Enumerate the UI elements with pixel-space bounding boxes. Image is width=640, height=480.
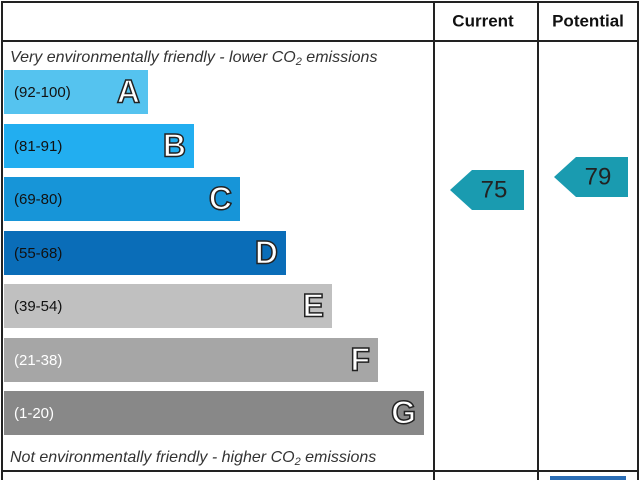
band-range: (81-91) — [14, 138, 62, 155]
current-header: Current — [452, 11, 514, 30]
band-bar — [4, 70, 148, 114]
band-bar — [4, 231, 286, 275]
band-bar — [4, 338, 378, 382]
band-bar — [4, 124, 194, 168]
band-range: (21-38) — [14, 352, 62, 369]
arrow — [450, 170, 524, 210]
band-bar — [4, 177, 240, 221]
band-letter: D — [255, 234, 278, 270]
potential-header: Potential — [552, 11, 624, 30]
current-arrow: 75 — [450, 170, 524, 210]
arrow — [554, 157, 628, 197]
potential-arrow: 79 — [554, 157, 628, 197]
bottom-note: Not environmentally friendly - higher CO… — [10, 449, 376, 468]
band-bar — [4, 284, 332, 328]
band-range: (39-54) — [14, 298, 62, 315]
band-letter: A — [117, 73, 140, 109]
band-range: (69-80) — [14, 191, 62, 208]
potential-value: 79 — [585, 163, 612, 190]
current-value: 75 — [481, 176, 508, 203]
footer-block — [550, 476, 626, 480]
band-letter: F — [350, 341, 370, 377]
band-letter: C — [209, 180, 232, 216]
band-letter: B — [163, 127, 186, 163]
band-bar — [4, 391, 424, 435]
band-letter: G — [391, 394, 416, 430]
band-range: (92-100) — [14, 84, 71, 101]
band-range: (55-68) — [14, 245, 62, 262]
top-note: Very environmentally friendly - lower CO… — [10, 49, 377, 68]
band-letter: E — [303, 287, 324, 323]
band-range: (1-20) — [14, 405, 54, 422]
bands: (92-100) A (81-91) B (69-80) C (55-68) D (39-54)… — [4, 70, 424, 435]
